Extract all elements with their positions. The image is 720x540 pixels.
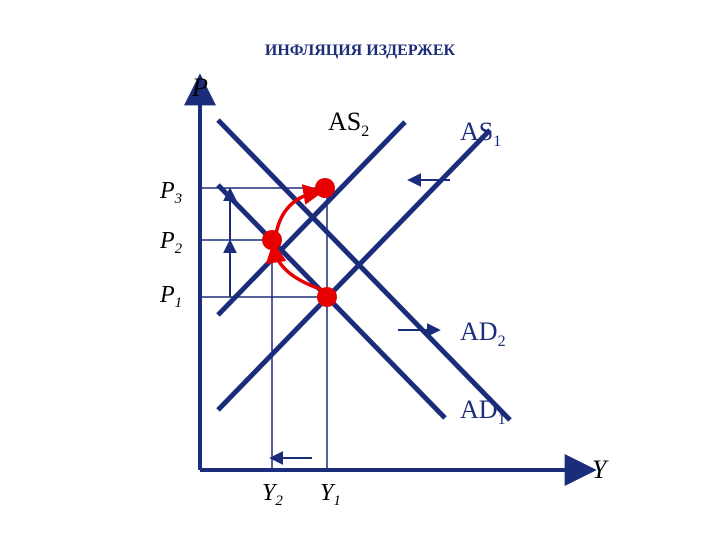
point-e1	[317, 287, 337, 307]
label-AS1: AS1	[460, 117, 501, 150]
label-P2: P2	[159, 228, 183, 257]
svg-text:Y: Y	[592, 455, 609, 484]
label-P3: P3	[159, 178, 182, 207]
label-Y1: Y1	[320, 480, 341, 509]
label-Y2: Y2	[262, 480, 283, 509]
label-P: P	[191, 73, 208, 102]
diagram-svg: ИНФЛЯЦИЯ ИЗДЕРЖЕК P Y P1 P2 P3 Y1 Y2 AS1…	[0, 0, 720, 540]
svg-text:P3: P3	[159, 178, 182, 207]
point-e2	[262, 230, 282, 250]
svg-text:AS2: AS2	[328, 107, 369, 140]
svg-text:Y1: Y1	[320, 480, 341, 509]
chart-title: ИНФЛЯЦИЯ ИЗДЕРЖЕК	[265, 42, 456, 59]
svg-text:P: P	[191, 73, 208, 102]
svg-text:AD1: AD1	[460, 395, 506, 428]
svg-text:P1: P1	[159, 282, 182, 311]
label-AD1: AD1	[460, 395, 506, 428]
svg-text:AS1: AS1	[460, 117, 501, 150]
label-Y: Y	[592, 455, 609, 484]
svg-text:P2: P2	[159, 228, 183, 257]
label-AD2: AD2	[460, 317, 506, 350]
svg-text:AD2: AD2	[460, 317, 506, 350]
svg-text:Y2: Y2	[262, 480, 283, 509]
label-P1: P1	[159, 282, 182, 311]
point-e3	[315, 178, 335, 198]
label-AS2: AS2	[328, 107, 369, 140]
